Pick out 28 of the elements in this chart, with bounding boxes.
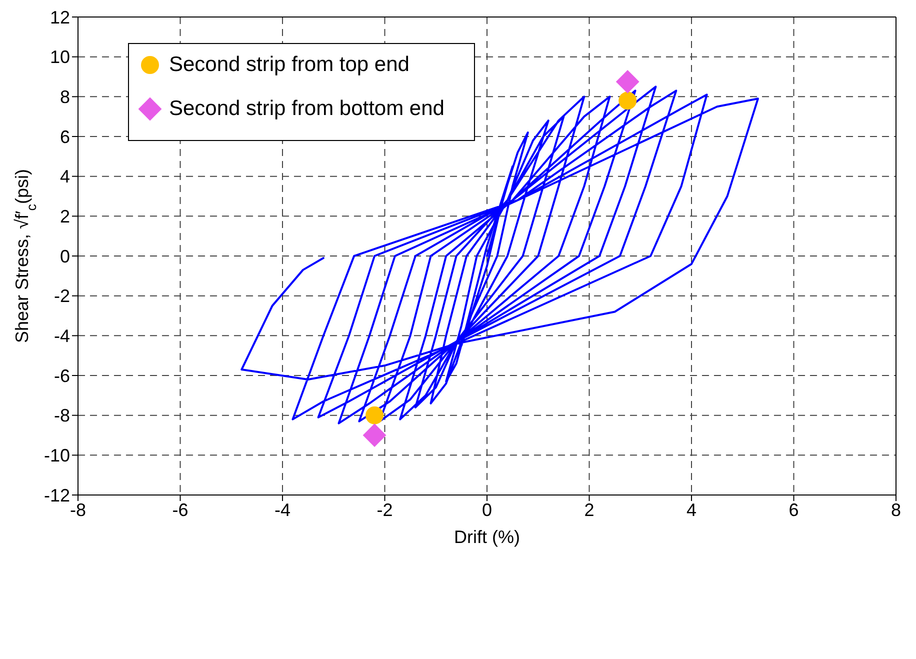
y-tick-label: -4 <box>54 326 70 346</box>
y-tick-label: -8 <box>54 406 70 426</box>
x-tick-label: -4 <box>274 500 291 520</box>
legend-label: Second strip from top end <box>169 53 410 77</box>
y-tick-label: 8 <box>60 87 70 108</box>
x-tick-label: 4 <box>686 500 697 520</box>
x-tick-label: 8 <box>890 500 902 520</box>
y-tick-label: 10 <box>50 47 70 68</box>
y-tick-label: 2 <box>60 206 70 227</box>
x-tick-label: -6 <box>172 500 188 520</box>
y-tick-label: -6 <box>54 366 70 386</box>
legend-label: Second strip from bottom end <box>169 97 444 121</box>
point <box>362 424 386 447</box>
y-tick-label: -2 <box>54 286 70 306</box>
point <box>616 70 640 94</box>
y-tick-label: 4 <box>60 166 70 187</box>
x-tick-label: 2 <box>584 500 594 520</box>
point <box>366 406 384 424</box>
y-tick-label: 6 <box>60 126 70 147</box>
y-tick-label: 12 <box>50 7 70 28</box>
y-tick-label: -10 <box>44 446 70 466</box>
y-tick-label: -12 <box>44 485 70 506</box>
x-axis-title: Drift (%) <box>454 527 520 547</box>
x-tick-label: 0 <box>482 500 492 520</box>
y-tick-label: 0 <box>60 246 70 266</box>
point <box>618 92 637 110</box>
x-tick-label: -2 <box>376 500 393 520</box>
x-tick-label: 6 <box>788 500 799 520</box>
